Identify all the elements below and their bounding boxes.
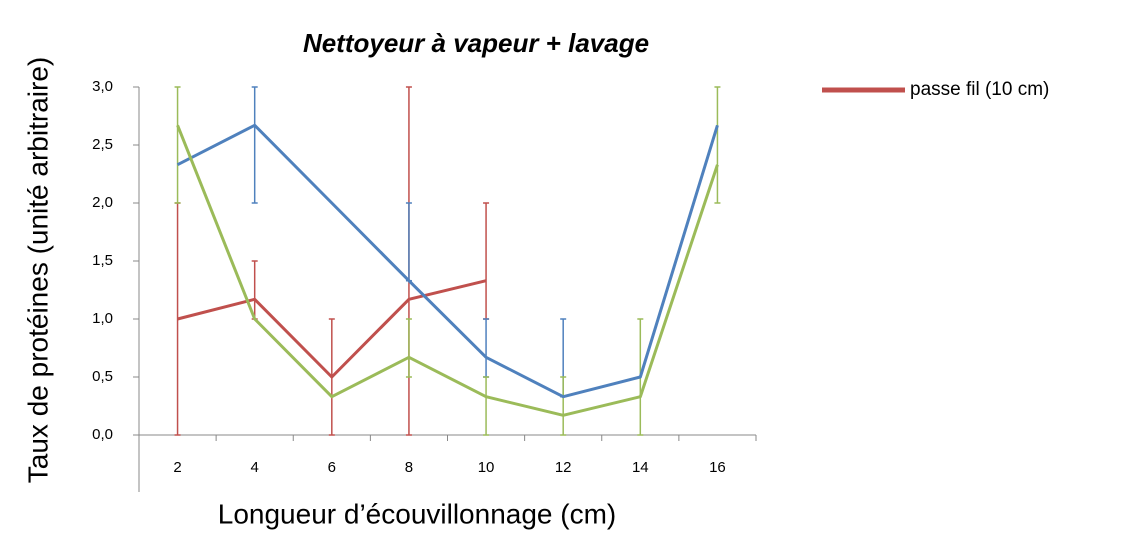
y-tick-label: 2,5	[92, 136, 113, 153]
x-tick-label: 16	[709, 459, 726, 476]
y-axis-label: Taux de protéines (unité arbitraire)	[22, 57, 53, 483]
x-tick-label: 6	[328, 459, 336, 476]
y-tick-label: 0,5	[92, 368, 113, 385]
x-axis-label: Longueur d’écouvillonnage (cm)	[218, 498, 616, 529]
y-tick-label: 2,0	[92, 194, 113, 211]
y-tick-label: 1,0	[92, 310, 113, 327]
x-tick-label: 14	[632, 459, 649, 476]
legend-label: passe fil (10 cm)	[910, 79, 1049, 100]
y-tick-label: 0,0	[92, 426, 113, 443]
x-tick-label: 10	[478, 459, 495, 476]
series-line	[176, 123, 719, 399]
y-tick-label: 3,0	[92, 78, 113, 95]
x-tick-label: 12	[555, 459, 572, 476]
chart-title: Nettoyeur à vapeur + lavage	[303, 28, 649, 58]
x-tick-label: 2	[173, 459, 181, 476]
series-line	[176, 124, 719, 417]
x-tick-label: 8	[405, 459, 413, 476]
y-tick-label: 1,5	[92, 252, 113, 269]
x-tick-label: 4	[251, 459, 259, 476]
series-line	[177, 279, 487, 379]
